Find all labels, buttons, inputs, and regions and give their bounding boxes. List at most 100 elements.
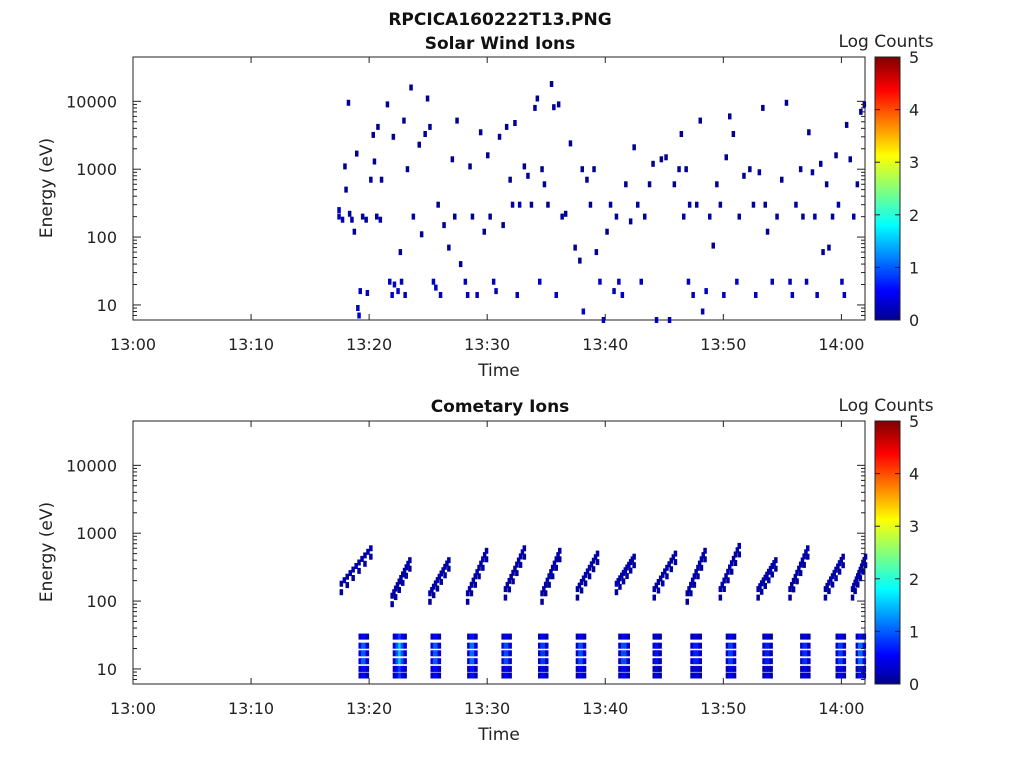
- data-cell: [698, 117, 702, 124]
- burst-cell: [804, 642, 809, 649]
- data-cell: [687, 201, 692, 208]
- burst-cell: [842, 665, 847, 672]
- sweep-cell: [579, 579, 584, 585]
- panel-1-colorbar: [874, 56, 901, 321]
- burst-cell: [807, 672, 811, 679]
- sweep-cell: [579, 587, 584, 594]
- data-cell: [346, 99, 351, 106]
- sweep-cell: [663, 568, 667, 575]
- sweep-cell: [469, 581, 474, 588]
- burst-cell: [363, 658, 367, 665]
- panel-1-data-layer: [337, 81, 867, 323]
- burst-cell: [769, 633, 773, 640]
- x-tick-label: 13:10: [228, 699, 274, 718]
- burst-cell: [545, 665, 549, 672]
- sweep-cell: [689, 581, 693, 588]
- burst-cell: [432, 650, 437, 657]
- burst-cell: [840, 650, 844, 657]
- burst-cell: [693, 658, 697, 665]
- sweep-cell: [770, 571, 774, 578]
- burst-cell: [358, 650, 362, 657]
- sweep-cell: [665, 564, 669, 571]
- colorbar-tick-label: 4: [909, 101, 919, 120]
- burst-cell: [403, 650, 407, 657]
- data-cell: [659, 156, 664, 163]
- data-cell: [691, 292, 695, 298]
- sweep-cell: [696, 573, 700, 580]
- data-cell: [554, 292, 558, 298]
- burst-cell: [769, 642, 773, 649]
- data-cell: [614, 213, 619, 220]
- sweep-cell: [465, 598, 470, 605]
- burst-cell: [432, 665, 437, 672]
- burst-cell: [800, 650, 804, 657]
- burst-cell: [392, 650, 397, 657]
- burst-cell: [501, 642, 505, 649]
- x-tick-label: 13:40: [582, 699, 628, 718]
- burst-cell: [800, 672, 804, 679]
- burst-cell: [626, 672, 630, 679]
- panel-2-axes: 13:00 13:10 13:20 13:30 13:40 13:50 14:00 10 100…: [66, 421, 865, 718]
- sweep-cell: [595, 559, 600, 566]
- data-cell: [620, 292, 625, 298]
- burst-cell: [698, 658, 702, 665]
- burst-cell: [400, 642, 405, 649]
- sweep-cell: [404, 564, 408, 571]
- data-cell: [588, 201, 593, 208]
- data-cell: [639, 278, 643, 285]
- burst-cell: [693, 672, 697, 679]
- burst-cell: [730, 658, 734, 665]
- burst-cell: [508, 665, 512, 672]
- burst-cell: [626, 665, 630, 672]
- data-cell: [804, 278, 809, 285]
- sweep-cell: [475, 569, 479, 576]
- sweep-cell: [656, 587, 661, 594]
- data-cell: [617, 278, 621, 285]
- sweep-cell: [858, 575, 863, 582]
- burst-cell: [728, 672, 732, 679]
- burst-cell: [538, 633, 542, 640]
- burst-cell: [363, 672, 367, 679]
- sweep-cell: [689, 590, 693, 597]
- data-cell: [585, 176, 589, 183]
- burst-cell: [575, 665, 580, 672]
- burst-cell: [618, 672, 622, 679]
- sweep-cell: [685, 598, 689, 605]
- burst-cell: [725, 658, 730, 665]
- data-cell: [751, 201, 756, 208]
- x-tick-label: 13:30: [464, 335, 510, 354]
- sweep-cell: [654, 582, 659, 589]
- data-cell: [533, 104, 537, 111]
- data-cell: [546, 201, 550, 208]
- sweep-cell: [339, 589, 344, 596]
- burst-cell: [857, 642, 862, 649]
- data-cell: [513, 120, 517, 126]
- burst-cell: [652, 665, 656, 672]
- sweep-cell: [542, 586, 546, 593]
- data-cell: [526, 172, 530, 179]
- data-cell: [821, 249, 825, 256]
- data-cell: [365, 290, 370, 296]
- sweep-cell: [369, 545, 373, 552]
- data-cell: [358, 288, 362, 295]
- data-cell: [628, 218, 633, 225]
- data-cell: [581, 308, 586, 315]
- sweep-cell: [669, 566, 673, 573]
- burst-cell: [575, 672, 580, 679]
- burst-cell: [430, 665, 434, 672]
- x-tick-label: 13:20: [346, 335, 392, 354]
- burst-cell: [575, 633, 580, 640]
- sweep-cell: [428, 590, 432, 597]
- sweep-cell: [802, 553, 806, 560]
- data-cell: [369, 176, 373, 183]
- sweep-cell: [406, 560, 410, 567]
- burst-cell: [656, 633, 660, 640]
- sweep-cell: [401, 571, 405, 578]
- burst-cell: [392, 672, 397, 679]
- sweep-cell: [357, 559, 361, 566]
- burst-cell: [698, 642, 702, 649]
- data-cell: [840, 278, 844, 285]
- burst-cell: [862, 642, 867, 649]
- burst-cell: [430, 650, 434, 657]
- sweep-cell: [724, 573, 728, 580]
